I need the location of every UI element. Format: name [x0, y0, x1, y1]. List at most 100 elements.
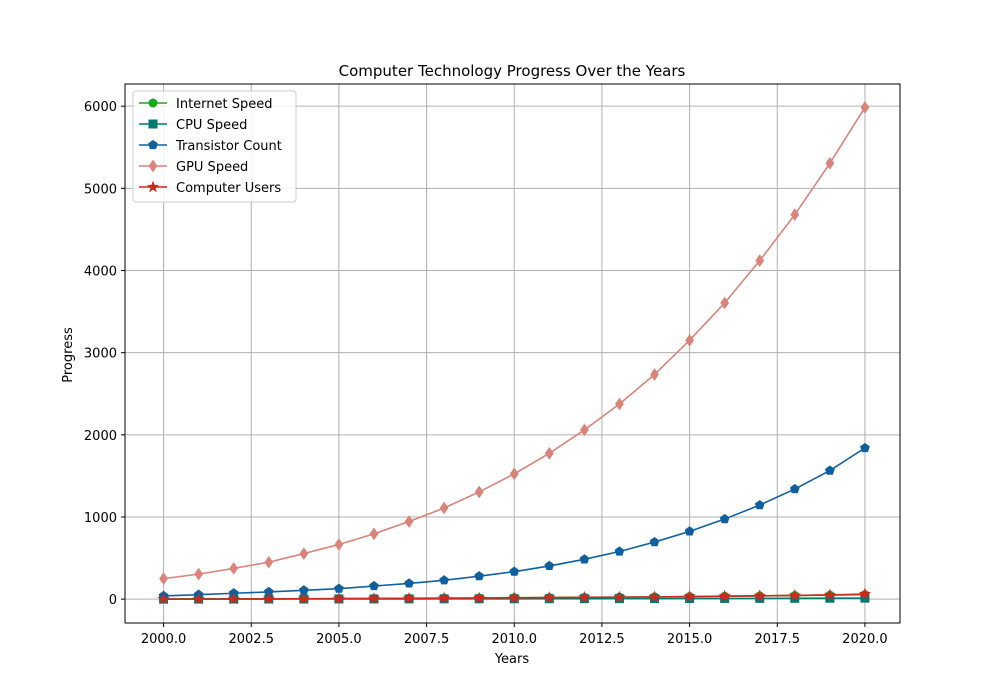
x-tick-label: 2007.5: [404, 632, 450, 647]
y-tick-label: 0: [109, 593, 117, 608]
gpu-speed-point: [194, 567, 204, 581]
computer-users-point: [788, 588, 801, 601]
computer-users-point: [578, 590, 591, 603]
gpu-speed-point: [509, 467, 519, 481]
computer-users-point: [402, 591, 416, 604]
transistor-count-point: [860, 442, 870, 453]
y-axis-label: Progress: [61, 327, 76, 383]
computer-users-point: [613, 590, 626, 603]
legend-label: GPU Speed: [176, 160, 248, 175]
legend-marker-computer-users: [146, 180, 160, 193]
transistor-count-point: [649, 536, 660, 547]
y-tick-label: 5000: [84, 182, 117, 197]
transistor-count-point: [544, 560, 555, 571]
x-axis-label: Years: [494, 652, 530, 667]
y-tick-label: 3000: [84, 347, 117, 362]
gpu-speed-point: [229, 561, 239, 575]
transistor-count-point: [474, 571, 485, 581]
legend-label: Internet Speed: [176, 97, 273, 112]
transistor-count-point: [754, 499, 765, 510]
legend-item: CPU Speed: [139, 118, 247, 133]
legend-marker-internet-speed: [148, 98, 158, 108]
x-tick-label: 2002.5: [228, 632, 274, 647]
transistor-count-point: [439, 575, 449, 585]
transistor-count-point: [509, 566, 520, 576]
x-tick-label: 2020.0: [842, 632, 888, 647]
gpu-speed-point: [790, 208, 800, 222]
computer-users-point: [367, 592, 381, 604]
computer-users-point: [438, 591, 451, 604]
legend-item: Computer Users: [139, 180, 281, 196]
transistor-count-point: [369, 580, 379, 591]
x-axis: 2000.0 2002.5 2005.0 2007.5 2010.0 2012.5 2015…: [141, 623, 888, 647]
legend-box: [132, 90, 297, 203]
computer-users-point: [157, 592, 170, 605]
axes-frame: [124, 83, 901, 624]
gpu-speed-point: [860, 101, 870, 114]
transistor-count-point: [719, 513, 730, 524]
legend-label: CPU Speed: [176, 118, 247, 133]
gpu-speed-point: [334, 538, 344, 551]
transistor-count-point: [684, 526, 695, 536]
gpu-speed-point: [159, 572, 168, 586]
legend-item: GPU Speed: [139, 159, 248, 175]
gpu-speed-point: [720, 296, 730, 310]
x-tick-label: 2015.0: [667, 632, 713, 647]
series-gpu-speed: [159, 101, 870, 586]
legend-item: Transistor Count: [139, 139, 282, 154]
transistor-count-point: [789, 483, 800, 494]
series-computer-users: [157, 587, 872, 605]
computer-users-point: [227, 592, 240, 605]
transistor-count-point: [579, 554, 590, 564]
legend-marker-gpu-speed: [148, 159, 158, 173]
computer-users-point: [332, 592, 346, 604]
gpu-speed-point: [755, 254, 765, 268]
legend: Internet Speed CPU Speed Transistor Count G…: [132, 90, 297, 203]
gpu-speed-point: [299, 547, 309, 560]
computer-users-point: [683, 590, 696, 602]
legend-label: Transistor Count: [175, 139, 282, 154]
computer-users-point: [648, 590, 661, 603]
legend-marker-transistor-count: [148, 139, 158, 150]
transistor-count-point: [824, 465, 835, 475]
computer-users-point: [718, 589, 731, 602]
gpu-speed-point: [544, 446, 554, 460]
computer-users-point: [473, 591, 486, 604]
x-tick-label: 2017.5: [755, 632, 801, 647]
x-tick-label: 2005.0: [316, 632, 362, 647]
gpu-speed-point: [369, 527, 379, 541]
legend-marker-cpu-speed: [148, 119, 158, 129]
y-tick-label: 1000: [84, 511, 117, 526]
transistor-count-point: [614, 546, 625, 556]
y-tick-label: 4000: [84, 265, 117, 280]
gpu-speed-point: [404, 515, 414, 528]
legend-label: Computer Users: [176, 181, 281, 196]
gpu-speed-point: [650, 368, 659, 381]
x-tick-label: 2010.0: [492, 632, 538, 647]
computer-users-point: [192, 592, 205, 605]
gpu-speed-point: [685, 333, 695, 347]
transistor-count-point: [404, 578, 414, 588]
gpu-speed-point: [825, 156, 835, 170]
plot-area: [157, 101, 872, 605]
grid: [125, 84, 900, 623]
gpu-speed-point: [474, 485, 484, 499]
legend-item: Internet Speed: [139, 97, 273, 112]
y-tick-label: 6000: [84, 100, 117, 115]
gpu-speed-point: [264, 555, 274, 569]
x-tick-label: 2000.0: [141, 632, 187, 647]
x-tick-label: 2012.5: [579, 632, 625, 647]
y-tick-label: 2000: [84, 429, 117, 444]
computer-users-point: [543, 591, 556, 603]
chart-title: Computer Technology Progress Over the Ye…: [339, 62, 686, 80]
gpu-speed-point: [439, 501, 449, 515]
transistor-count-point: [334, 583, 344, 593]
computer-users-point: [823, 588, 836, 601]
gpu-speed-point: [579, 423, 589, 437]
computer-users-point: [508, 591, 521, 604]
computer-users-point: [753, 589, 766, 602]
y-axis: 0 1000 2000 3000 4000 5000 6000: [84, 100, 125, 608]
computer-users-point: [858, 587, 872, 600]
gpu-speed-point: [615, 397, 624, 411]
